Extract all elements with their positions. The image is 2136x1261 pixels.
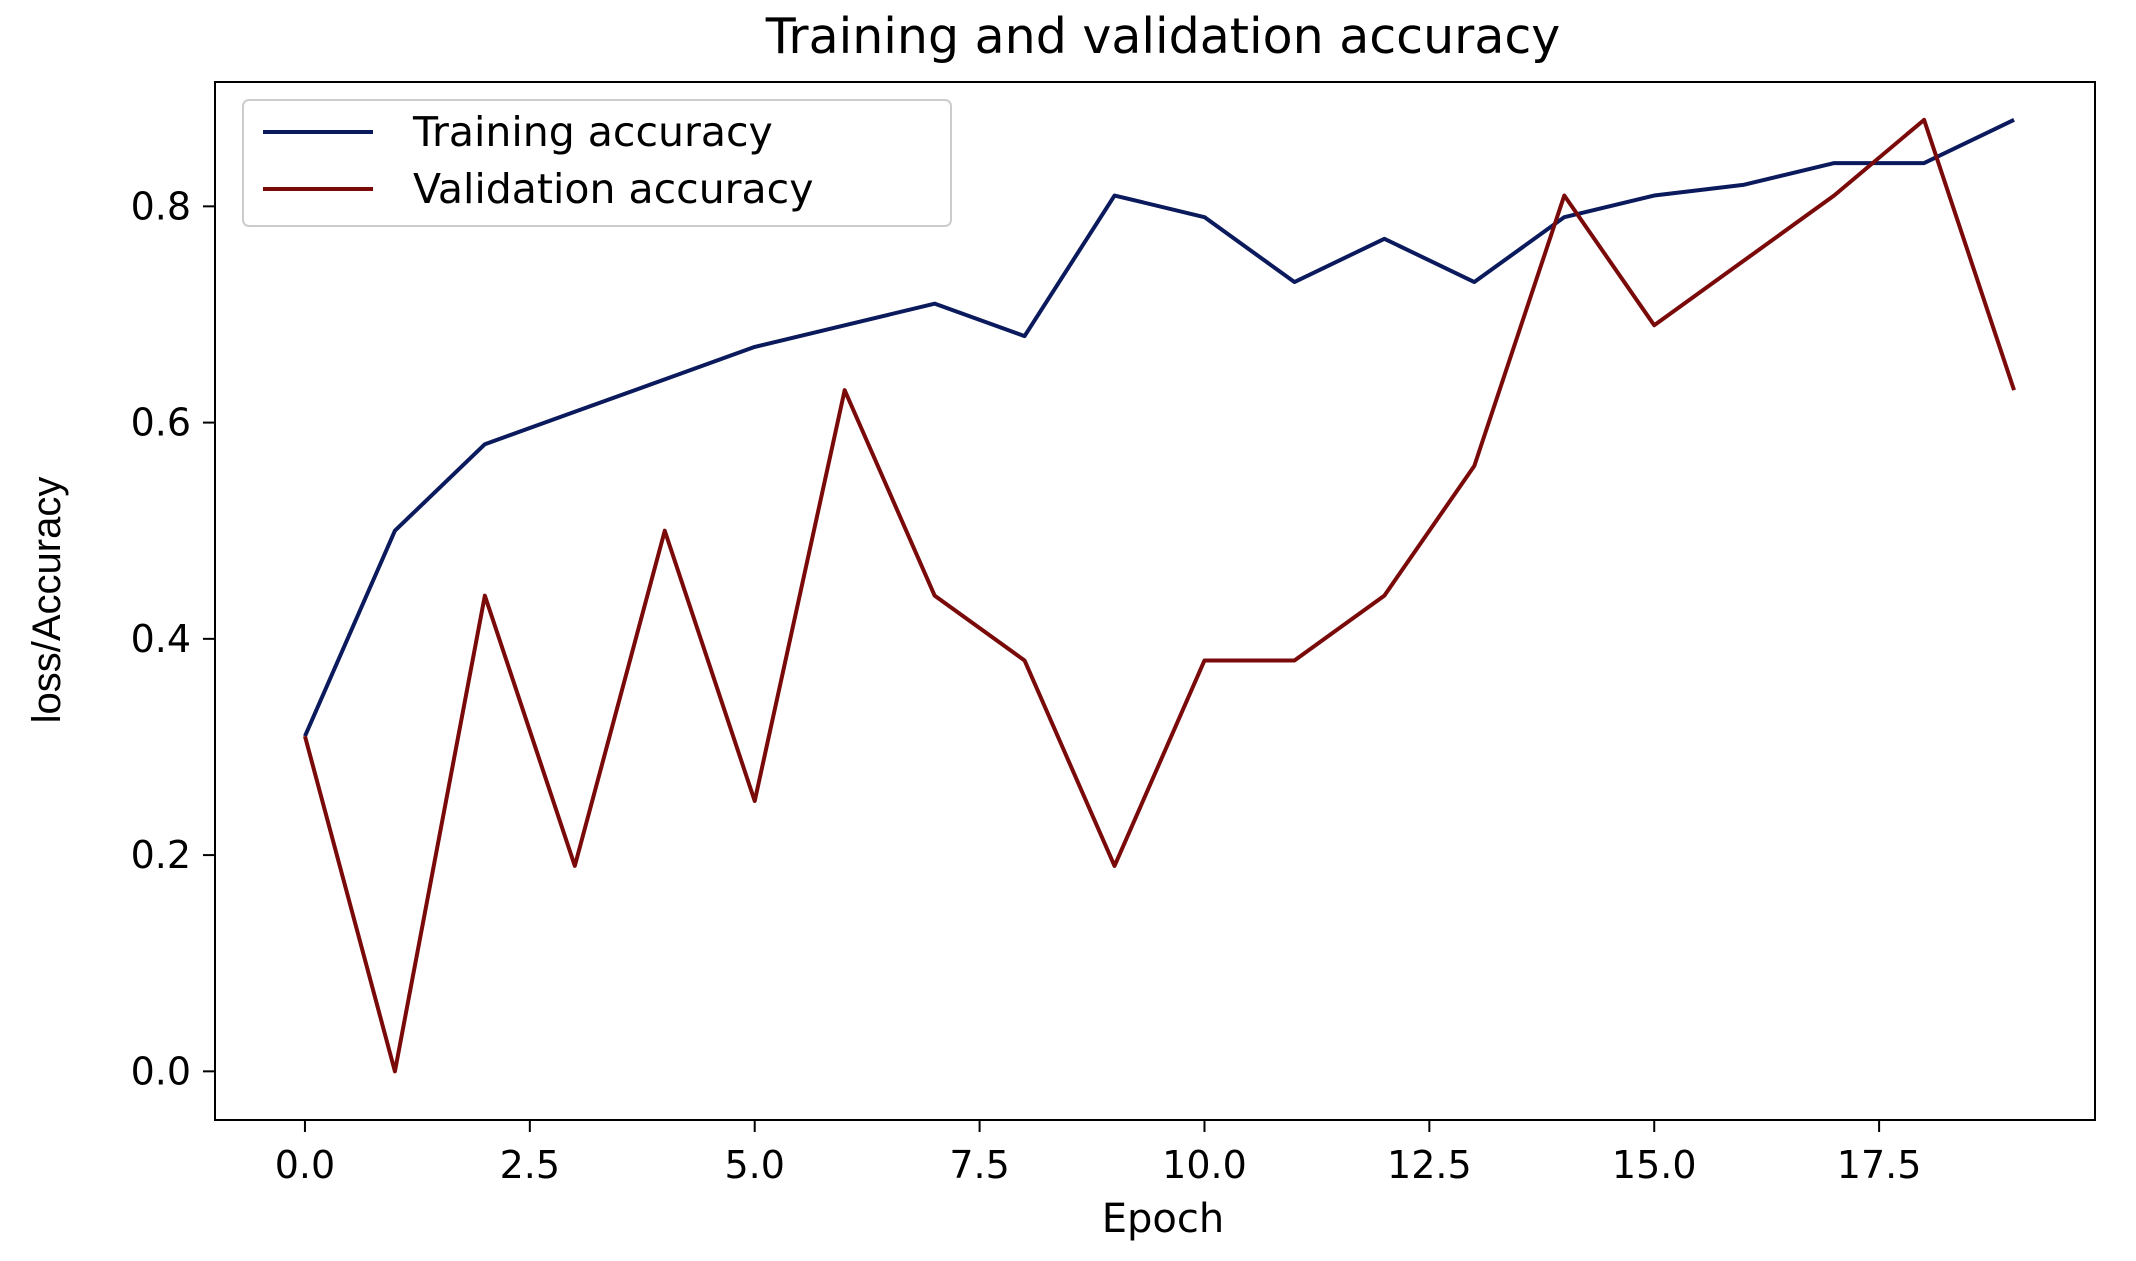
x-tick-label: 5.0 — [724, 1143, 784, 1187]
x-tick-label: 17.5 — [1837, 1143, 1922, 1187]
x-tick-label: 2.5 — [500, 1143, 560, 1187]
y-tick-label: 0.4 — [131, 617, 191, 661]
y-tick-label: 0.6 — [131, 401, 191, 445]
legend: Training accuracy Validation accuracy — [242, 99, 952, 227]
x-tick-label: 7.5 — [949, 1143, 1009, 1187]
y-tick-label: 0.2 — [131, 833, 191, 877]
series-lines — [303, 117, 2016, 1074]
x-tick-label: 12.5 — [1387, 1143, 1472, 1187]
y-tick-label: 0.8 — [131, 184, 191, 228]
validation-accuracy-line — [303, 117, 2016, 1074]
legend-box — [242, 99, 952, 227]
legend-label-training: Training accuracy — [412, 108, 773, 156]
chart-title: Training and validation accuracy — [765, 8, 1561, 65]
legend-label-validation: Validation accuracy — [413, 165, 813, 213]
training-accuracy-line — [303, 118, 2015, 737]
x-tick-label: 10.0 — [1162, 1143, 1247, 1187]
y-axis-label: loss/Accuracy — [25, 477, 69, 724]
y-axis: 0.0 0.2 0.4 0.6 0.8 — [131, 184, 215, 1093]
y-tick-label: 0.0 — [131, 1049, 191, 1093]
x-axis-label: Epoch — [1102, 1196, 1224, 1242]
plot-area-frame — [214, 81, 2096, 1121]
x-tick-label: 15.0 — [1612, 1143, 1697, 1187]
x-axis: 0.0 2.5 5.0 7.5 10.0 12.5 15.0 17.5 — [275, 1120, 1922, 1187]
x-tick-label: 0.0 — [275, 1143, 335, 1187]
